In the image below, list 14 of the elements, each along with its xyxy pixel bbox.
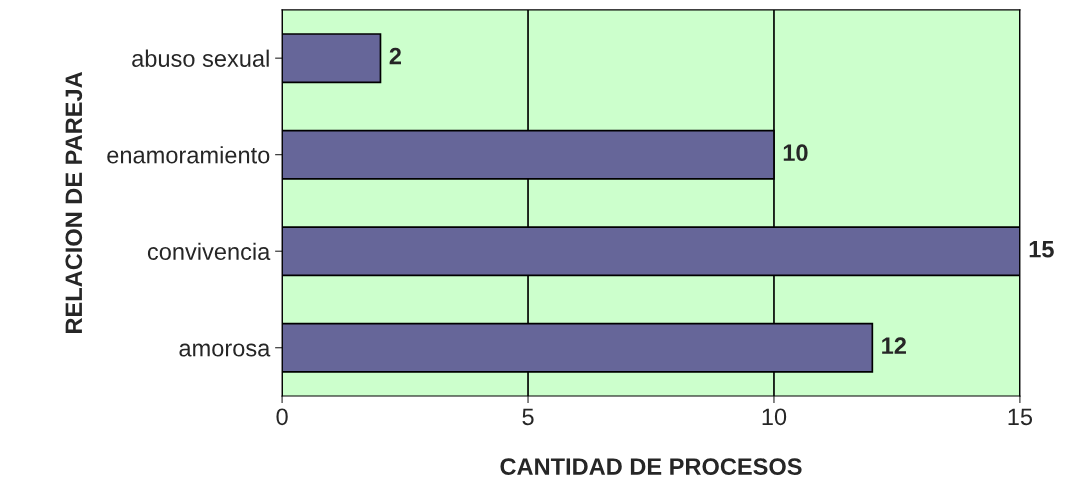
data-label: 12 xyxy=(882,337,906,354)
x-tick-label: 15 xyxy=(1008,408,1033,426)
data-label: 15 xyxy=(1029,241,1054,258)
x-tick-label: 0 xyxy=(276,408,288,426)
y-tick-label: enamoramiento xyxy=(107,146,270,164)
y-tick-label: abuso sexual xyxy=(132,49,269,67)
y-axis-title: RELACION DE PAREJA xyxy=(65,71,83,333)
y-tick-label: amorosa xyxy=(179,343,271,357)
y-tick-label: convivencia xyxy=(147,242,271,260)
x-axis-title: CANTIDAD DE PROCESOS xyxy=(500,458,802,475)
x-tick-label: 5 xyxy=(522,408,534,426)
data-label: 2 xyxy=(389,47,401,65)
x-tick-label: 10 xyxy=(762,408,787,426)
data-label: 10 xyxy=(783,144,808,162)
